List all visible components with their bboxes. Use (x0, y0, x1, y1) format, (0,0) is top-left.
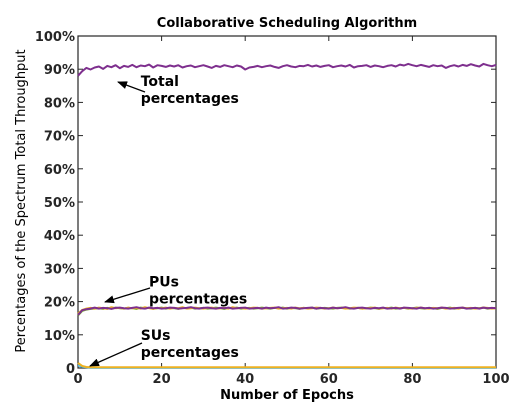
x-tick-label: 0 (73, 372, 82, 387)
annotation-text: percentages (141, 91, 239, 107)
series-line-1 (77, 62, 497, 77)
y-tick-label: 40% (44, 229, 75, 244)
annotations: TotalpercentagesPUspercentagesSUspercent… (89, 74, 247, 367)
y-tick-label: 20% (44, 296, 75, 311)
y-tick-label: 80% (44, 96, 75, 111)
y-tick-label: 90% (44, 63, 75, 78)
x-tick-label: 20 (153, 372, 171, 387)
annotation-text: percentages (141, 345, 239, 361)
annotation-text: Total (141, 74, 179, 90)
y-tick-label: 10% (44, 329, 75, 344)
annotation-arrow (89, 342, 143, 367)
annotation-arrow (117, 81, 146, 93)
annotation-arrow (104, 287, 151, 304)
x-tick-label: 40 (236, 372, 254, 387)
y-tick-label: 100% (35, 30, 75, 45)
annotation-text: PUs (149, 275, 179, 291)
y-tick-label: 70% (44, 130, 75, 145)
y-tick-label: 30% (44, 262, 75, 277)
y-tick-label: 60% (44, 163, 75, 178)
x-tick-label: 80 (403, 372, 421, 387)
series-layer (77, 62, 497, 369)
x-axis-label: Number of Epochs (220, 388, 354, 403)
y-axis-label: Percentages of the Spectrum Total Throug… (14, 49, 29, 352)
series-line-6 (77, 362, 496, 369)
chart-title: Collaborative Scheduling Algorithm (157, 16, 417, 31)
annotation-text: SUs (141, 328, 171, 344)
y-tick-label: 50% (44, 196, 75, 211)
annotation-text: percentages (149, 292, 247, 308)
series-line-4 (77, 306, 497, 316)
x-tick-label: 100 (482, 372, 509, 387)
x-tick-label: 60 (320, 372, 338, 387)
y-tick-label: 0 (66, 362, 75, 377)
axes: 0 10% 20% 30% 40% 50% 60% 70% 80% 90% 100% 0 20 40 60 8… (35, 30, 510, 387)
